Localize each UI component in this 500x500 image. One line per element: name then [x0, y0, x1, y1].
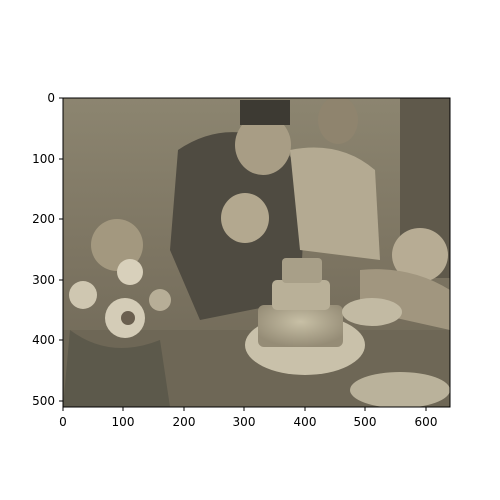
y-tick-label: 400	[32, 333, 55, 347]
x-tick-label: 300	[233, 415, 256, 429]
x-tick-label: 500	[354, 415, 377, 429]
x-tick-label: 600	[415, 415, 438, 429]
x-tick-label: 0	[59, 415, 67, 429]
y-axis: 0 100 200 300 400 500	[32, 91, 63, 408]
x-axis: 0 100 200 300 400 500 600	[59, 407, 437, 429]
y-tick-label: 300	[32, 273, 55, 287]
photo-birthday-cake-scene	[62, 97, 451, 408]
y-tick-label: 200	[32, 212, 55, 226]
x-tick-label: 200	[173, 415, 196, 429]
y-tick-label: 100	[32, 152, 55, 166]
x-tick-label: 400	[294, 415, 317, 429]
y-tick-label: 500	[32, 394, 55, 408]
x-tick-label: 100	[112, 415, 135, 429]
y-tick-label: 0	[47, 91, 55, 105]
